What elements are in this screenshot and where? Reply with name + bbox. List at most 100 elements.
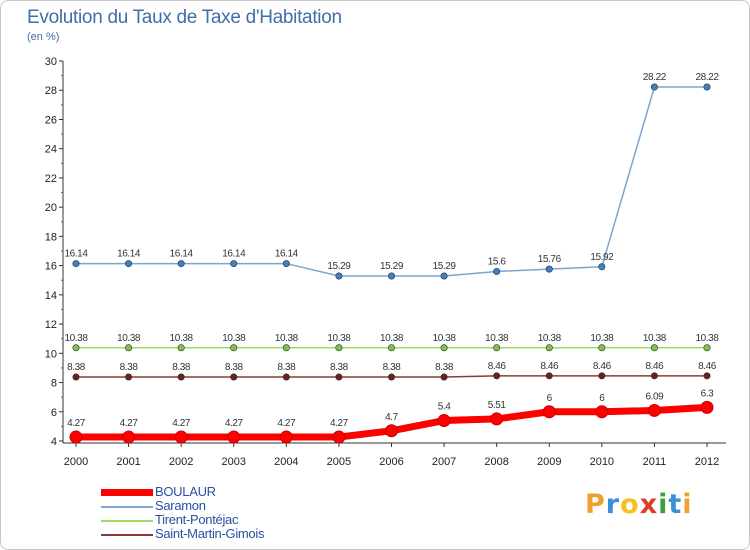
data-point (598, 372, 606, 380)
data-label: 28.22 (695, 72, 719, 83)
logo-letter: t (668, 489, 683, 520)
x-tick-label: 2009 (537, 456, 561, 468)
data-point (332, 430, 346, 444)
logo-letter: P (585, 489, 606, 520)
data-point (598, 344, 606, 352)
data-point (703, 372, 711, 380)
series-saint-martin-gimois: 8.38 8.38 8.38 8.38 8.38 8.38 8.38 8.38 8.46 8.46… (67, 361, 717, 381)
x-tick-label: 2012 (695, 456, 719, 468)
legend-swatch (101, 506, 153, 508)
data-label: 10.38 (170, 333, 194, 344)
chart-title: Evolution du Taux de Taxe d'Habitation (27, 7, 342, 28)
series-saramon: 16.14 16.14 16.14 16.14 16.14 15.29 15.29 15.29… (64, 72, 720, 280)
data-point (69, 430, 83, 444)
y-tick-label: 6 (51, 407, 57, 419)
data-label: 10.38 (275, 333, 299, 344)
data-point (595, 405, 609, 419)
data-point (440, 373, 448, 381)
data-point (72, 373, 80, 381)
x-tick-label: 2011 (643, 456, 667, 468)
data-point (282, 373, 290, 381)
data-label: 10.38 (590, 333, 614, 344)
data-label: 10.38 (538, 333, 562, 344)
data-label: 16.14 (275, 249, 299, 260)
data-point (650, 344, 658, 352)
y-tick-label: 12 (45, 319, 57, 331)
y-tick-label: 24 (45, 144, 57, 156)
legend-label: BOULAUR (155, 484, 216, 499)
legend-swatch (101, 534, 153, 536)
data-label: 10.38 (117, 333, 141, 344)
data-label: 8.38 (172, 362, 191, 373)
y-tick-label: 4 (51, 436, 57, 448)
y-tick-label: 18 (45, 231, 57, 243)
data-point (335, 373, 343, 381)
y-tick-label: 14 (45, 290, 57, 302)
data-point (647, 403, 661, 417)
data-label: 4.27 (172, 418, 191, 429)
data-label: 4.7 (385, 412, 399, 423)
logo-letter: r (605, 489, 621, 520)
x-tick-label: 2005 (327, 456, 351, 468)
data-label: 10.38 (327, 333, 351, 344)
data-label: 4.27 (120, 418, 139, 429)
data-label: 8.46 (488, 361, 507, 372)
y-tick-label: 8 (51, 378, 57, 390)
data-label: 16.14 (117, 249, 141, 260)
legend-swatch (101, 489, 153, 496)
y-tick-label: 26 (45, 114, 57, 126)
data-point (72, 260, 80, 268)
data-label: 15.29 (327, 261, 351, 272)
data-point (279, 430, 293, 444)
data-point (493, 372, 501, 380)
data-point (282, 260, 290, 268)
data-point (230, 260, 238, 268)
x-tick-label: 2001 (116, 456, 140, 468)
series-tirent-pont-jac: 10.38 10.38 10.38 10.38 10.38 10.38 10.38 10.38… (64, 333, 720, 352)
data-point (335, 272, 343, 280)
proxiti-logo: Proxiti (585, 489, 693, 520)
data-point (440, 344, 448, 352)
x-tick-label: 2007 (432, 456, 456, 468)
data-label: 28.22 (643, 72, 667, 83)
x-tick-label: 2003 (222, 456, 246, 468)
data-point (125, 344, 133, 352)
legend-label: Saramon (155, 498, 206, 513)
legend-swatch (101, 520, 153, 522)
data-label: 4.27 (225, 418, 244, 429)
chart-unit-label: (en %) (27, 31, 60, 43)
data-label: 6.09 (645, 391, 664, 402)
legend-label: Tirent-Pontéjac (155, 512, 239, 527)
x-tick-label: 2004 (274, 456, 298, 468)
y-tick-label: 16 (45, 261, 57, 273)
data-label: 10.38 (643, 333, 667, 344)
data-point (490, 412, 504, 426)
legend-label: Saint-Martin-Gimois (155, 526, 265, 541)
data-label: 6 (547, 393, 553, 404)
data-point (387, 344, 395, 352)
data-point (227, 430, 241, 444)
data-label: 10.38 (695, 333, 719, 344)
data-point (700, 400, 714, 414)
data-point (125, 260, 133, 268)
data-point (230, 373, 238, 381)
data-point (703, 83, 711, 91)
data-point (493, 267, 501, 275)
data-label: 8.46 (540, 361, 559, 372)
logo-letter: o (620, 489, 640, 520)
data-point (177, 260, 185, 268)
data-label: 10.38 (433, 333, 457, 344)
data-label: 15.92 (590, 252, 614, 263)
data-point (125, 373, 133, 381)
data-label: 6.3 (701, 388, 715, 399)
data-label: 8.46 (593, 361, 612, 372)
data-point (650, 83, 658, 91)
data-point (437, 414, 451, 428)
data-label: 6 (599, 393, 605, 404)
data-label: 15.6 (488, 256, 507, 267)
y-tick-label: 10 (45, 348, 57, 360)
data-point (72, 344, 80, 352)
y-tick-label: 30 (45, 56, 57, 68)
data-point (387, 373, 395, 381)
